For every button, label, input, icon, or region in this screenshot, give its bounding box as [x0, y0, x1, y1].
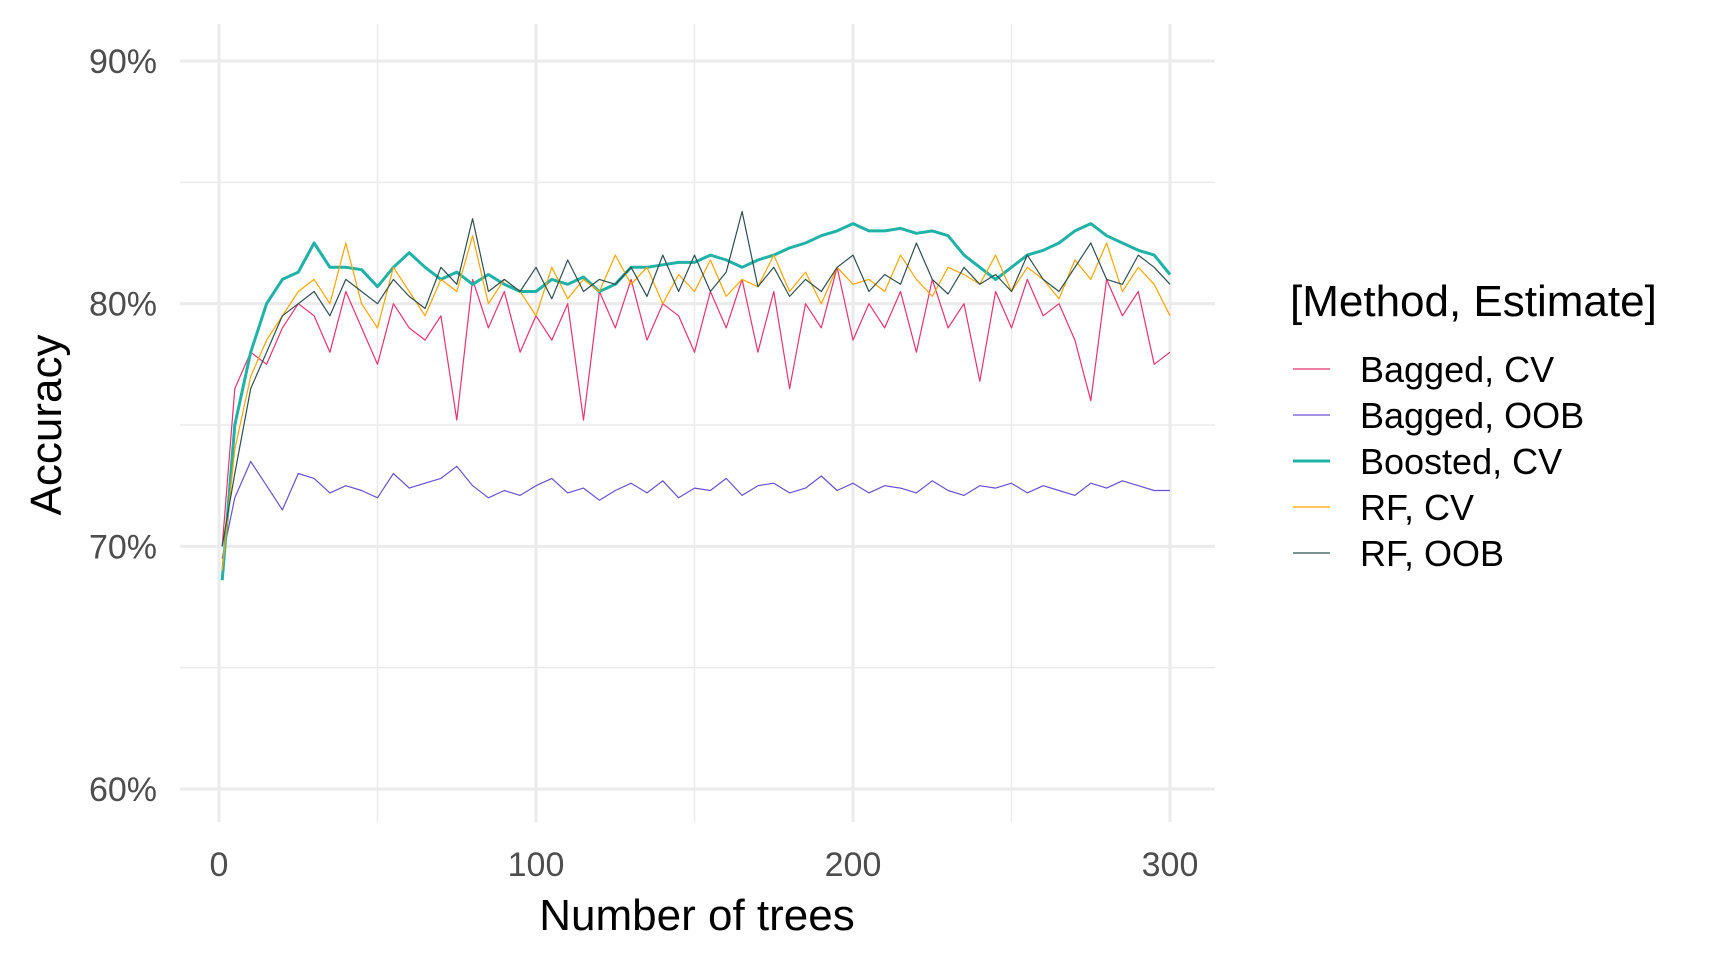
series-line-bagged-oob [221, 460, 1170, 559]
x-tick-labels: 0 100 200 300 [210, 846, 1199, 884]
legend-label: Boosted, CV [1360, 441, 1562, 482]
x-axis-title: Number of trees [539, 891, 854, 940]
x-tick-label: 0 [210, 846, 229, 884]
x-tick-label: 200 [825, 846, 882, 884]
y-tick-label: 70% [89, 528, 157, 566]
series-line-rf-oob [221, 210, 1171, 547]
y-tick-label: 60% [89, 771, 157, 809]
legend: [Method, Estimate] Bagged, CV Bagged, OOB… [1290, 277, 1657, 574]
x-tick-label: 100 [508, 846, 565, 884]
legend-label: RF, CV [1360, 487, 1474, 528]
legend-label: RF, OOB [1360, 533, 1504, 574]
series-line-boosted-cv [220, 222, 1172, 581]
legend-label: Bagged, OOB [1360, 395, 1584, 436]
series-line-rf-cv [221, 235, 1171, 571]
series-lines [220, 210, 1172, 581]
y-tick-labels: 60% 70% 80% 90% [89, 43, 157, 809]
y-tick-label: 80% [89, 286, 157, 324]
x-tick-label: 300 [1142, 846, 1199, 884]
y-axis-title: Accuracy [22, 335, 71, 516]
legend-title: [Method, Estimate] [1290, 277, 1657, 326]
y-tick-label: 90% [89, 43, 157, 81]
series-line-bagged-cv [221, 266, 1171, 547]
legend-label: Bagged, CV [1360, 349, 1554, 390]
gridlines [180, 24, 1215, 822]
